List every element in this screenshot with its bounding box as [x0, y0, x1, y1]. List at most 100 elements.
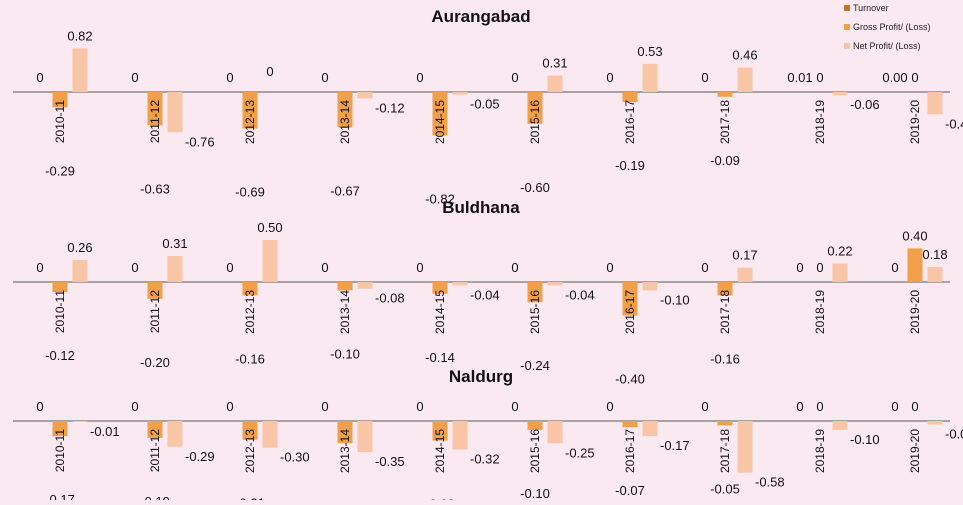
turnover-label: 0: [36, 70, 43, 85]
turnover-label: 0: [36, 260, 43, 275]
turnover-label: 0: [131, 70, 138, 85]
net-profit-bar: [452, 421, 468, 450]
turnover-label: 0: [891, 260, 898, 275]
gross-profit-bar: [527, 421, 543, 430]
category-tick-label: 2014-15: [433, 429, 447, 473]
net-profit-bar: [72, 48, 88, 92]
net-profit-label: -0.12: [375, 100, 405, 115]
gross-profit-label: -0.09: [710, 153, 740, 168]
net-profit-bar: [167, 92, 183, 133]
net-profit-label: 0.46: [732, 48, 757, 63]
net-profit-label: 0.22: [827, 244, 852, 259]
net-profit-label: -0.76: [185, 134, 215, 149]
gross-profit-label: 0: [911, 70, 918, 85]
legend-swatch: [844, 24, 850, 30]
net-profit-bar: [72, 421, 88, 422]
gross-profit-bar: [717, 92, 733, 97]
gross-profit-bar: [242, 92, 258, 129]
gross-profit-label: -0.19: [615, 158, 645, 173]
net-profit-label: -0.35: [375, 454, 405, 469]
category-tick-label: 2010-11: [53, 100, 67, 143]
net-profit-bar: [72, 260, 88, 282]
gross-profit-label: -0.82: [425, 191, 455, 206]
gross-profit-bar: [622, 92, 638, 103]
gross-profit-label: -0.07: [615, 483, 645, 498]
category-tick-label: 2019-20: [908, 429, 922, 473]
turnover-label: 0: [511, 70, 518, 85]
gross-profit-label: -0.29: [45, 163, 75, 178]
gross-profit-label: -0.63: [140, 181, 170, 196]
net-profit-label: -0.25: [565, 445, 595, 460]
net-profit-bar: [357, 282, 373, 289]
net-profit-label: -0.04: [565, 287, 595, 302]
category-tick-label: 2018-19: [813, 429, 827, 473]
net-profit-label: -0.08: [375, 291, 405, 306]
gross-profit-bar: [622, 282, 638, 316]
category-tick-label: 2017-18: [718, 100, 732, 144]
net-profit-label: -0.05: [470, 97, 500, 112]
gross-profit-label: -0.69: [235, 185, 265, 200]
net-profit-label: 0.82: [67, 29, 92, 44]
net-profit-bar: [737, 267, 753, 282]
gross-profit-label: -0.60: [520, 180, 550, 195]
category-tick-label: 2015-16: [528, 429, 542, 473]
gross-profit-bar: [242, 421, 258, 440]
net-profit-bar: [737, 67, 753, 92]
turnover-label: 0: [891, 399, 898, 414]
gross-profit-bar: [432, 282, 448, 294]
gross-profit-bar: [717, 421, 733, 426]
chart-title: Naldurg: [449, 367, 513, 386]
category-tick-label: 2010-11: [53, 429, 67, 472]
net-profit-label: -0.10: [850, 432, 880, 447]
turnover-label: 0: [606, 70, 613, 85]
category-tick-label: 2016-17: [623, 290, 637, 334]
gross-profit-label: -0.19: [140, 494, 170, 500]
net-profit-bar: [832, 263, 848, 282]
category-tick-label: 2012-13: [243, 429, 257, 473]
net-profit-label: -0.42: [945, 116, 963, 131]
category-tick-label: 2013-14: [338, 100, 352, 144]
turnover-label: 0: [226, 399, 233, 414]
category-tick-label: 2016-17: [623, 429, 637, 473]
net-profit-label: 0.18: [922, 247, 947, 262]
gross-profit-bar: [527, 282, 543, 303]
gross-profit-label: -0.20: [140, 355, 170, 370]
turnover-label: 0: [321, 399, 328, 414]
net-profit-label: -0.04: [470, 287, 500, 302]
legend-label: Gross Profit/ (Loss): [853, 22, 931, 32]
net-profit-bar: [927, 266, 943, 282]
net-profit-label: 0: [266, 64, 273, 79]
net-profit-label: -0.58: [755, 475, 785, 490]
gross-profit-bar: [337, 421, 353, 444]
gross-profit-label: 0: [816, 260, 823, 275]
net-profit-label: -0.10: [660, 292, 690, 307]
turnover-label: 0: [701, 399, 708, 414]
gross-profit-label: 0.40: [902, 228, 927, 243]
gross-profit-label: -0.16: [710, 351, 740, 366]
gross-profit-label: 0: [816, 399, 823, 414]
net-profit-bar: [832, 92, 848, 96]
turnover-label: 0.00: [882, 70, 907, 85]
net-profit-bar: [167, 421, 183, 447]
gross-profit-bar: [907, 248, 923, 282]
category-tick-label: 2012-13: [243, 290, 257, 334]
net-profit-bar: [927, 421, 943, 425]
net-profit-bar: [167, 255, 183, 282]
net-profit-label: 0.53: [637, 44, 662, 59]
turnover-label: 0: [226, 70, 233, 85]
turnover-label: 0: [606, 399, 613, 414]
gross-profit-label: -0.10: [330, 346, 360, 361]
category-tick-label: 2012-13: [243, 100, 257, 144]
gross-profit-label: -0.21: [235, 496, 265, 500]
turnover-label: 0: [226, 260, 233, 275]
category-tick-label: 2014-15: [433, 290, 447, 334]
turnover-label: 0: [131, 260, 138, 275]
gross-profit-label: -0.14: [425, 350, 455, 365]
chart-title: Buldhana: [442, 198, 520, 217]
turnover-label: 0.01: [787, 70, 812, 85]
net-profit-label: 0.50: [257, 220, 282, 235]
gross-profit-bar: [242, 282, 258, 296]
legend-swatch: [844, 43, 850, 49]
net-profit-bar: [547, 75, 563, 92]
